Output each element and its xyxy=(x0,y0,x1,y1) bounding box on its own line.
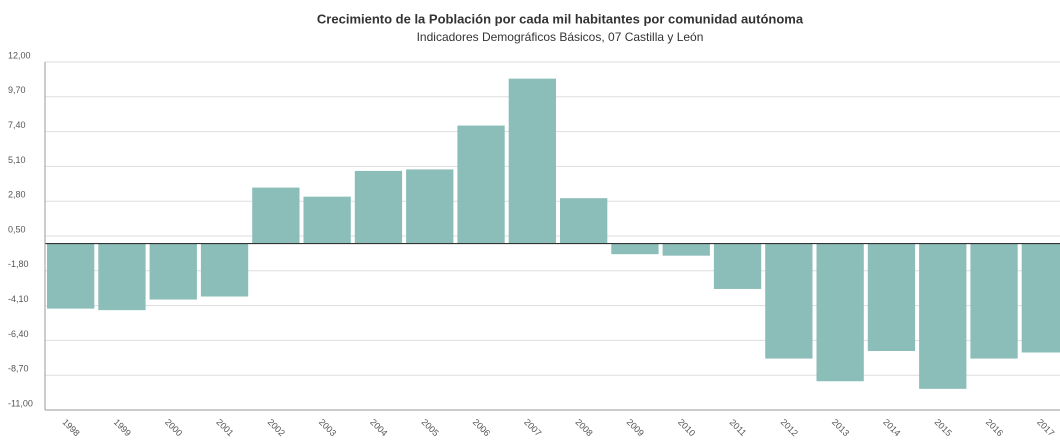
bar xyxy=(560,198,608,244)
bar xyxy=(508,78,556,244)
x-tick-label: 2000 xyxy=(163,417,184,438)
x-tick-label: 2001 xyxy=(214,417,235,438)
bar xyxy=(200,243,249,297)
bar xyxy=(98,243,146,311)
x-tick-label: 2007 xyxy=(522,417,543,438)
y-tick-label: -4,10 xyxy=(8,294,29,304)
x-tick-label: 2009 xyxy=(625,417,646,438)
chart-subtitle: Indicadores Demográficos Básicos, 07 Cas… xyxy=(417,30,704,44)
y-tick-label: -11,00 xyxy=(8,398,33,408)
bar xyxy=(816,243,864,382)
x-tick-label: 2016 xyxy=(984,417,1005,438)
x-tick-label: 2013 xyxy=(830,417,851,438)
bar xyxy=(1021,243,1060,353)
x-tick-label: 2017 xyxy=(1035,417,1056,438)
bar xyxy=(765,243,813,359)
y-tick-label: -6,40 xyxy=(8,329,29,339)
bar xyxy=(611,243,659,255)
x-tick-label: 2010 xyxy=(676,417,697,438)
chart-title: Crecimiento de la Población por cada mil… xyxy=(317,11,804,26)
bar xyxy=(919,243,967,389)
x-tick-label: 1999 xyxy=(112,417,133,438)
x-tick-label: 2002 xyxy=(266,417,287,438)
bar xyxy=(303,196,351,244)
y-tick-label: 9,70 xyxy=(8,85,26,95)
bar xyxy=(406,169,454,244)
x-tick-label: 2008 xyxy=(573,417,594,438)
bar xyxy=(252,187,300,244)
bar xyxy=(149,243,197,300)
bar xyxy=(354,170,403,244)
y-tick-label: 0,50 xyxy=(8,224,26,234)
bar xyxy=(457,125,505,244)
x-tick-label: 1998 xyxy=(60,417,81,438)
x-tick-label: 2004 xyxy=(368,417,389,438)
y-tick-label: 5,10 xyxy=(8,155,26,165)
x-tick-label: 2015 xyxy=(933,417,954,438)
x-tick-label: 2006 xyxy=(471,417,492,438)
x-tick-label: 2012 xyxy=(779,417,800,438)
bar xyxy=(970,243,1018,359)
y-tick-label: -8,70 xyxy=(8,364,29,374)
x-tick-label: 2003 xyxy=(317,417,338,438)
bar xyxy=(662,243,710,256)
x-tick-label: 2011 xyxy=(728,417,749,438)
y-tick-label: 7,40 xyxy=(8,120,26,130)
x-tick-label: 2005 xyxy=(420,417,441,438)
x-tick-label: 2014 xyxy=(881,417,902,438)
bar xyxy=(47,243,95,309)
bar xyxy=(867,243,916,351)
y-tick-label: -1,80 xyxy=(8,259,29,269)
y-tick-label: 2,80 xyxy=(8,190,26,200)
bar xyxy=(713,243,762,289)
y-tick-label: 12,00 xyxy=(8,50,31,60)
